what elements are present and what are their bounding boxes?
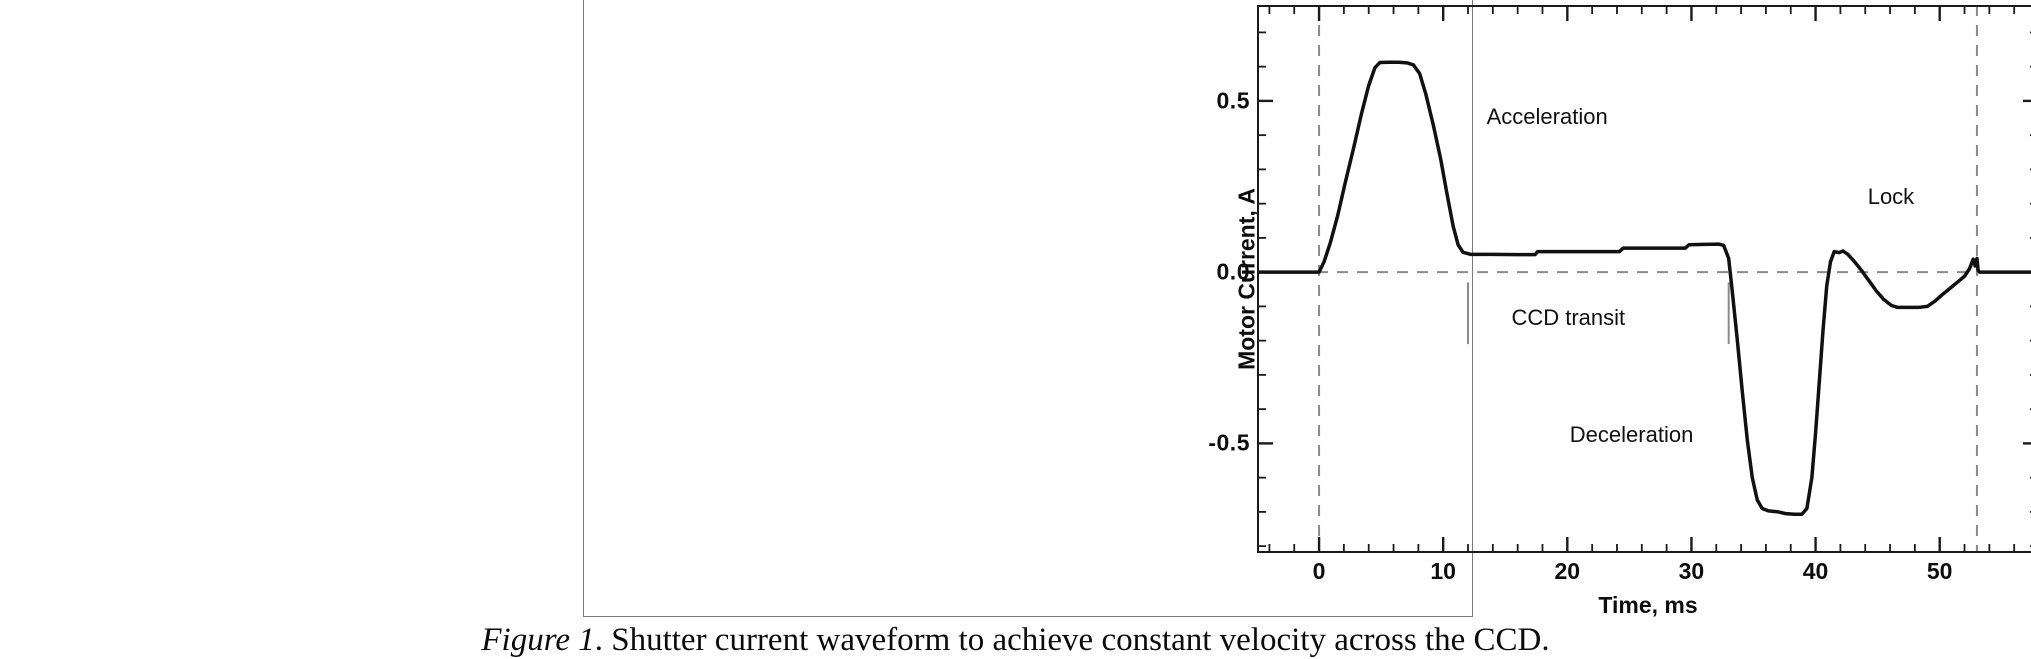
figure-caption-label: Figure 1 — [481, 622, 595, 658]
x-tick-label-3: 30 — [1678, 558, 1705, 584]
x-tick-label-5: 50 — [1926, 558, 1953, 584]
x-axis-title: Time, ms — [1598, 592, 1698, 618]
motor-current-line-chart — [1257, 5, 2031, 553]
axis-ticks — [1257, 5, 2031, 553]
x-tick-label-4: 40 — [1802, 558, 1829, 584]
deceleration-label: Deceleration — [1569, 422, 1694, 448]
ccd-transit-label: CCD transit — [1511, 305, 1626, 331]
series-line-0 — [1257, 60, 2031, 517]
lock-label: Lock — [1867, 183, 1915, 209]
x-tick-label-0: 0 — [1312, 558, 1326, 584]
y-tick-label-0: 0.5 — [1216, 87, 1250, 114]
figure-box: Motor Current, A 0.5 0.0 -0.5 Acceleration… — [583, 0, 2031, 618]
x-tick-label-2: 20 — [1554, 558, 1581, 584]
figure-caption: Figure 1. Shutter current waveform to ac… — [0, 622, 2031, 659]
x-tick-label-1: 10 — [1430, 558, 1456, 584]
plot-area: Acceleration CCD transit Deceleration Lock — [1257, 5, 2031, 553]
y-axis-tick-labels: 0.5 0.0 -0.5 — [1172, 5, 1250, 553]
x-axis-tick-labels: 0 10 20 30 40 50 — [1257, 558, 2031, 598]
figure-caption-text: . Shutter current waveform to achieve co… — [594, 622, 1550, 658]
y-tick-label-1: 0.0 — [1216, 258, 1250, 285]
acceleration-label: Acceleration — [1486, 104, 1608, 130]
y-tick-label-2: -0.5 — [1208, 429, 1250, 456]
